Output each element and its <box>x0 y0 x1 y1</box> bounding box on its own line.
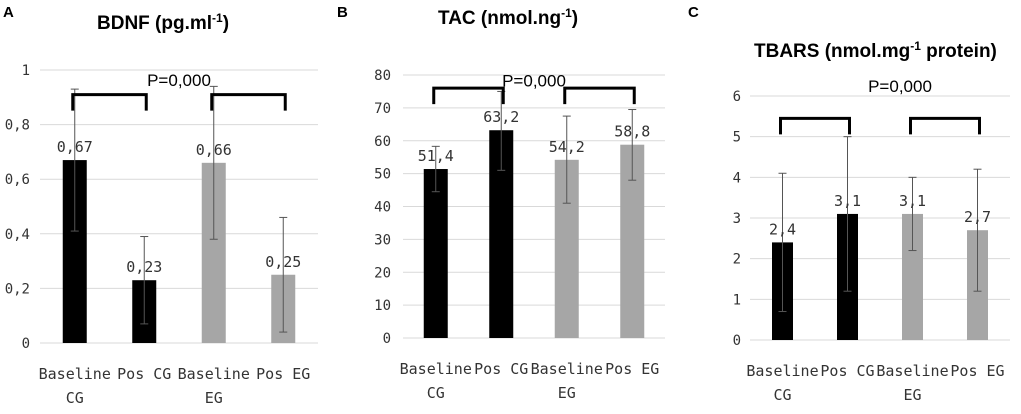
y-tick-label: 2 <box>733 252 741 268</box>
y-tick-label: 0,8 <box>5 118 30 134</box>
data-label: 2,7 <box>964 208 991 226</box>
y-tick-label: 80 <box>374 68 391 84</box>
panel-letter: A <box>3 4 14 21</box>
y-tick-label: 0 <box>733 333 741 349</box>
data-label: 54,2 <box>549 138 585 156</box>
y-tick-label: 0,4 <box>5 227 30 243</box>
category-label: Pos EG <box>605 360 659 378</box>
y-tick-label: 5 <box>733 130 741 146</box>
y-tick-label: 1 <box>733 292 741 308</box>
chart-panel-b: B TAC (nmol.ng-1) 0 10 20 30 40 50 60 70 80 51,4 Bas… <box>337 4 665 402</box>
data-label: 51,4 <box>418 147 454 165</box>
p-value-label: P=0,000 <box>147 71 211 90</box>
chart-panel-c: C TBARS (nmol.mg-1 protein) 0 1 2 3 4 5 6 2,4 Base… <box>688 4 1010 404</box>
y-tick-label: 1 <box>22 63 30 79</box>
significance-bracket <box>210 93 287 111</box>
y-tick-label: 70 <box>374 101 391 117</box>
category-label: EG <box>903 386 921 404</box>
data-label: 2,4 <box>769 220 796 238</box>
p-value-label: P=0,000 <box>868 77 932 96</box>
significance-bracket <box>779 116 851 135</box>
chart-title: TBARS (nmol.mg-1 protein) <box>754 39 997 62</box>
chart-panel-a: A BDNF (pg.ml-1) 0 0,2 0,4 0,6 0,8 1 0,67 Baselin… <box>3 4 318 407</box>
category-label: Pos CG <box>117 365 171 383</box>
category-label: Baseline <box>400 360 472 378</box>
category-label: CG <box>773 386 791 404</box>
chart-title: TAC (nmol.ng-1) <box>438 6 578 29</box>
y-tick-label: 0,6 <box>5 172 30 188</box>
category-label: Baseline <box>531 360 603 378</box>
data-label: 0,66 <box>196 141 232 159</box>
panel-letter: C <box>688 4 699 21</box>
category-label: Pos CG <box>820 362 874 380</box>
significance-bracket <box>432 86 505 105</box>
significance-bracket <box>909 116 981 135</box>
bar <box>423 169 448 338</box>
category-label: Pos EG <box>950 362 1004 380</box>
y-tick-label: 3 <box>733 211 741 227</box>
y-tick-label: 20 <box>374 265 391 281</box>
y-tick-label: 50 <box>374 167 391 183</box>
y-tick-label: 40 <box>374 200 391 216</box>
data-label: 0,67 <box>57 138 93 156</box>
p-value-label: P=0,000 <box>502 71 566 90</box>
category-label: CG <box>66 389 84 407</box>
significance-bracket <box>563 86 636 105</box>
category-label: EG <box>205 389 223 407</box>
y-tick-label: 60 <box>374 134 391 150</box>
significance-bracket <box>71 93 148 111</box>
category-label: CG <box>427 384 445 402</box>
data-label: 0,25 <box>265 253 301 271</box>
bar <box>902 213 923 340</box>
y-tick-label: 0 <box>22 336 30 352</box>
y-tick-label: 6 <box>733 89 741 105</box>
data-label: 3,1 <box>834 192 861 210</box>
chart-title: BDNF (pg.ml-1) <box>97 11 229 34</box>
category-label: Baseline <box>178 365 250 383</box>
y-tick-label: 0 <box>383 331 391 347</box>
panel-letter: B <box>337 4 348 21</box>
category-label: Baseline <box>876 362 948 380</box>
data-label: 0,23 <box>126 258 162 276</box>
data-label: 63,2 <box>483 108 519 126</box>
category-label: Baseline <box>39 365 111 383</box>
category-label: Baseline <box>746 362 818 380</box>
y-tick-label: 10 <box>374 298 391 314</box>
data-label: 58,8 <box>614 123 650 141</box>
category-label: EG <box>558 384 576 402</box>
y-tick-label: 30 <box>374 232 391 248</box>
y-tick-label: 0,2 <box>5 281 30 297</box>
y-tick-label: 4 <box>733 170 741 186</box>
data-label: 3,1 <box>899 192 926 210</box>
category-label: Pos EG <box>256 365 310 383</box>
category-label: Pos CG <box>474 360 528 378</box>
